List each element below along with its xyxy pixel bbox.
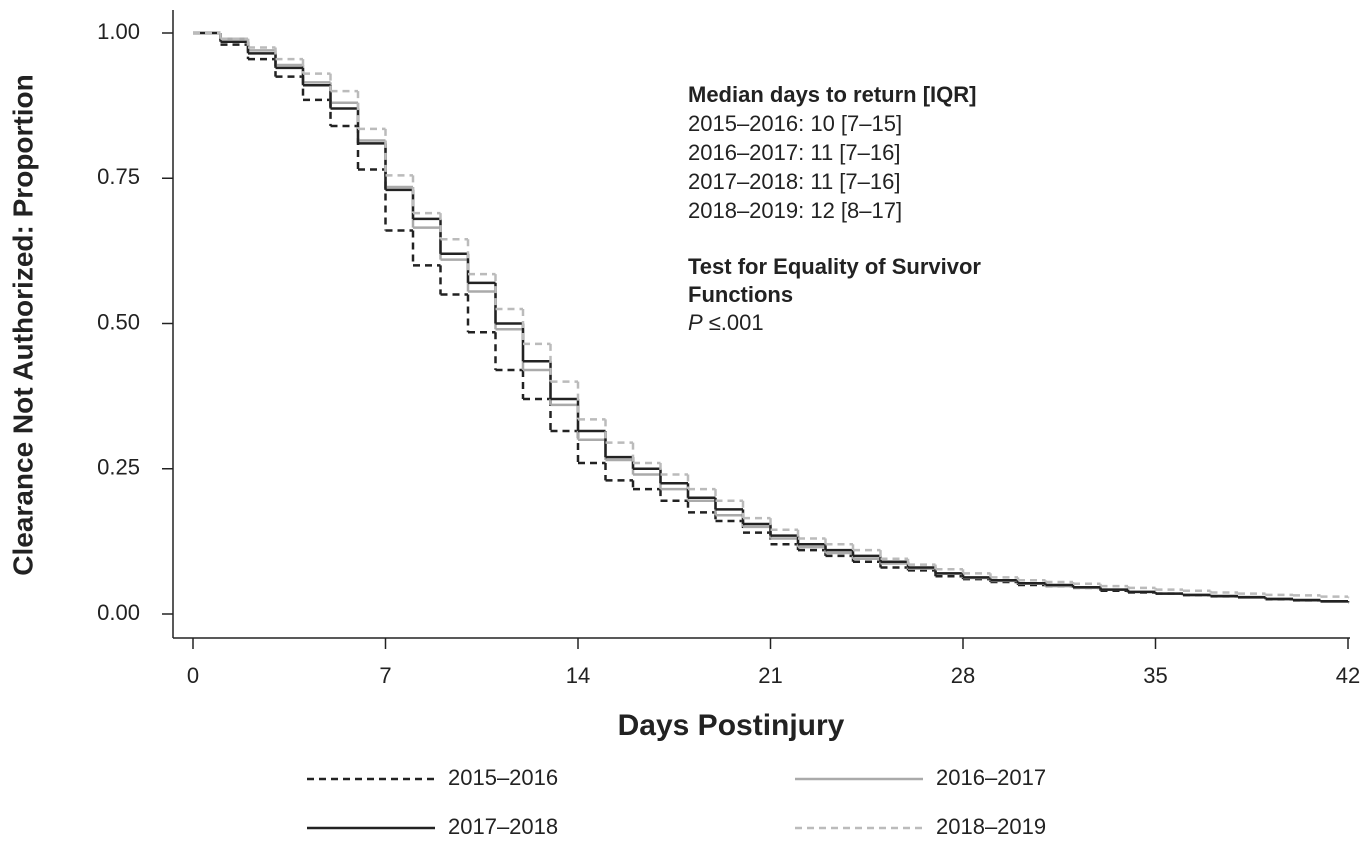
annotation-line: 2017–2018: 11 [7–16] bbox=[688, 169, 900, 194]
annotation-line: 2018–2019: 12 [8–17] bbox=[688, 198, 902, 223]
x-tick-label: 14 bbox=[566, 663, 590, 688]
y-tick-label: 0.00 bbox=[97, 600, 140, 625]
legend-label: 2016–2017 bbox=[936, 765, 1046, 790]
annotation-p: P ≤.001 bbox=[688, 310, 764, 335]
x-tick-label: 42 bbox=[1336, 663, 1360, 688]
legend-label: 2017–2018 bbox=[448, 814, 558, 839]
x-tick-label: 28 bbox=[951, 663, 975, 688]
x-tick-label: 0 bbox=[187, 663, 199, 688]
y-tick-label: 1.00 bbox=[97, 19, 140, 44]
annotation-title: Median days to return [IQR] bbox=[688, 82, 976, 107]
annotation-line: 2016–2017: 11 [7–16] bbox=[688, 140, 900, 165]
legend-label: 2018–2019 bbox=[936, 814, 1046, 839]
y-tick-label: 0.75 bbox=[97, 164, 140, 189]
annotation-title: Test for Equality of Survivor bbox=[688, 254, 981, 279]
y-tick-label: 0.25 bbox=[97, 455, 140, 480]
x-tick-label: 21 bbox=[758, 663, 782, 688]
x-tick-label: 35 bbox=[1143, 663, 1167, 688]
x-tick-label: 7 bbox=[379, 663, 391, 688]
y-tick-label: 0.50 bbox=[97, 309, 140, 334]
legend-label: 2015–2016 bbox=[448, 765, 558, 790]
p-symbol: P bbox=[688, 310, 703, 335]
y-axis-label: Clearance Not Authorized: Proportion bbox=[7, 74, 38, 575]
annotation-title: Functions bbox=[688, 282, 793, 307]
x-axis-label: Days Postinjury bbox=[618, 709, 845, 742]
annotation-line: 2015–2016: 10 [7–15] bbox=[688, 111, 902, 136]
p-value: ≤.001 bbox=[709, 310, 764, 335]
